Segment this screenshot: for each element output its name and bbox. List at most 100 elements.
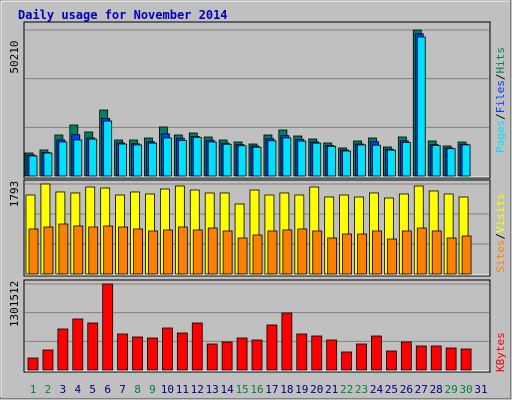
bar	[461, 235, 472, 275]
bar	[133, 228, 143, 275]
bar	[252, 146, 262, 177]
bar	[326, 339, 338, 371]
bar	[161, 327, 173, 371]
chart-title: Daily usage for November 2014	[18, 8, 228, 22]
bar	[73, 139, 83, 177]
bar	[72, 318, 84, 371]
bar	[207, 227, 218, 275]
bar	[192, 229, 203, 275]
bar	[192, 136, 202, 177]
bar	[102, 283, 114, 371]
bar	[415, 345, 427, 371]
x-tick-label: 31	[474, 383, 487, 396]
bar	[118, 143, 127, 177]
bar	[357, 233, 367, 275]
bar	[281, 312, 293, 371]
x-tick-label: 22	[340, 383, 353, 396]
legend-entry: Pages	[494, 120, 507, 153]
bar	[251, 339, 263, 371]
bar	[430, 345, 442, 371]
x-tick-label: 13	[206, 383, 219, 396]
x-tick-label: 27	[415, 383, 428, 396]
bar	[132, 336, 143, 371]
bar	[401, 230, 412, 275]
bar	[327, 145, 337, 177]
bar	[87, 322, 99, 371]
bar	[236, 337, 248, 371]
bar	[311, 335, 323, 371]
bar	[282, 229, 293, 275]
legend-entry: Sites	[494, 240, 507, 273]
bar	[372, 230, 382, 275]
x-tick-label: 28	[430, 383, 443, 396]
bar	[103, 120, 113, 177]
bar	[357, 144, 366, 177]
bar	[57, 328, 69, 371]
bar	[73, 225, 84, 275]
x-tick-label: 11	[176, 383, 189, 396]
x-tick-label: 21	[325, 383, 338, 396]
bar	[341, 351, 353, 371]
bar	[386, 238, 397, 275]
bar	[222, 143, 232, 177]
bar	[282, 137, 292, 177]
bar	[147, 337, 158, 371]
bar	[27, 357, 39, 371]
legend-separator: /	[494, 74, 507, 81]
x-tick-label: 15	[235, 383, 248, 396]
x-tick-label: 12	[191, 383, 204, 396]
bar	[416, 36, 426, 177]
legend-entry: Files	[494, 80, 507, 113]
bar	[356, 343, 367, 371]
bar	[206, 343, 218, 371]
x-tick-label: 29	[445, 383, 458, 396]
x-tick-label: 7	[119, 383, 126, 396]
bar	[28, 228, 39, 275]
bar	[385, 350, 397, 371]
x-tick-label: 3	[60, 383, 67, 396]
x-tick-label: 2	[45, 383, 52, 396]
y-tick-label: 50210	[8, 40, 21, 73]
bar	[237, 237, 248, 275]
bar	[252, 234, 263, 275]
bar	[297, 228, 308, 275]
bar	[207, 141, 217, 177]
bar	[297, 140, 307, 177]
legend-entry: Visits	[494, 193, 507, 233]
bar	[58, 223, 69, 275]
bar	[88, 138, 98, 177]
x-tick-label: 20	[310, 383, 323, 396]
x-tick-label: 14	[221, 383, 235, 396]
bar	[88, 226, 99, 275]
x-tick-label: 10	[161, 383, 174, 396]
bar	[312, 142, 322, 177]
bar	[177, 226, 188, 275]
bar	[177, 140, 187, 177]
bar	[162, 229, 173, 275]
bar	[431, 145, 441, 177]
legend: KBytes	[494, 332, 507, 372]
x-tick-label: 23	[355, 383, 368, 396]
bar	[148, 230, 158, 275]
x-tick-label: 26	[400, 383, 413, 396]
bar	[58, 141, 68, 177]
bar	[222, 230, 233, 275]
legend: Sites/Visits	[494, 193, 507, 273]
y-tick-label: 1793	[8, 181, 21, 208]
x-tick-label: 25	[385, 383, 398, 396]
x-tick-label: 8	[134, 383, 141, 396]
bar	[446, 148, 456, 177]
bar	[372, 144, 381, 177]
bar	[327, 237, 338, 275]
x-tick-label: 17	[265, 383, 278, 396]
x-tick-label: 16	[250, 383, 263, 396]
legend-separator: /	[494, 233, 507, 240]
bar	[431, 230, 442, 275]
bar	[460, 348, 472, 371]
x-tick-label: 4	[74, 383, 81, 396]
bar	[133, 144, 142, 177]
x-tick-label: 24	[370, 383, 384, 396]
bar	[221, 341, 233, 371]
x-tick-label: 30	[459, 383, 472, 396]
x-tick-label: 18	[280, 383, 293, 396]
